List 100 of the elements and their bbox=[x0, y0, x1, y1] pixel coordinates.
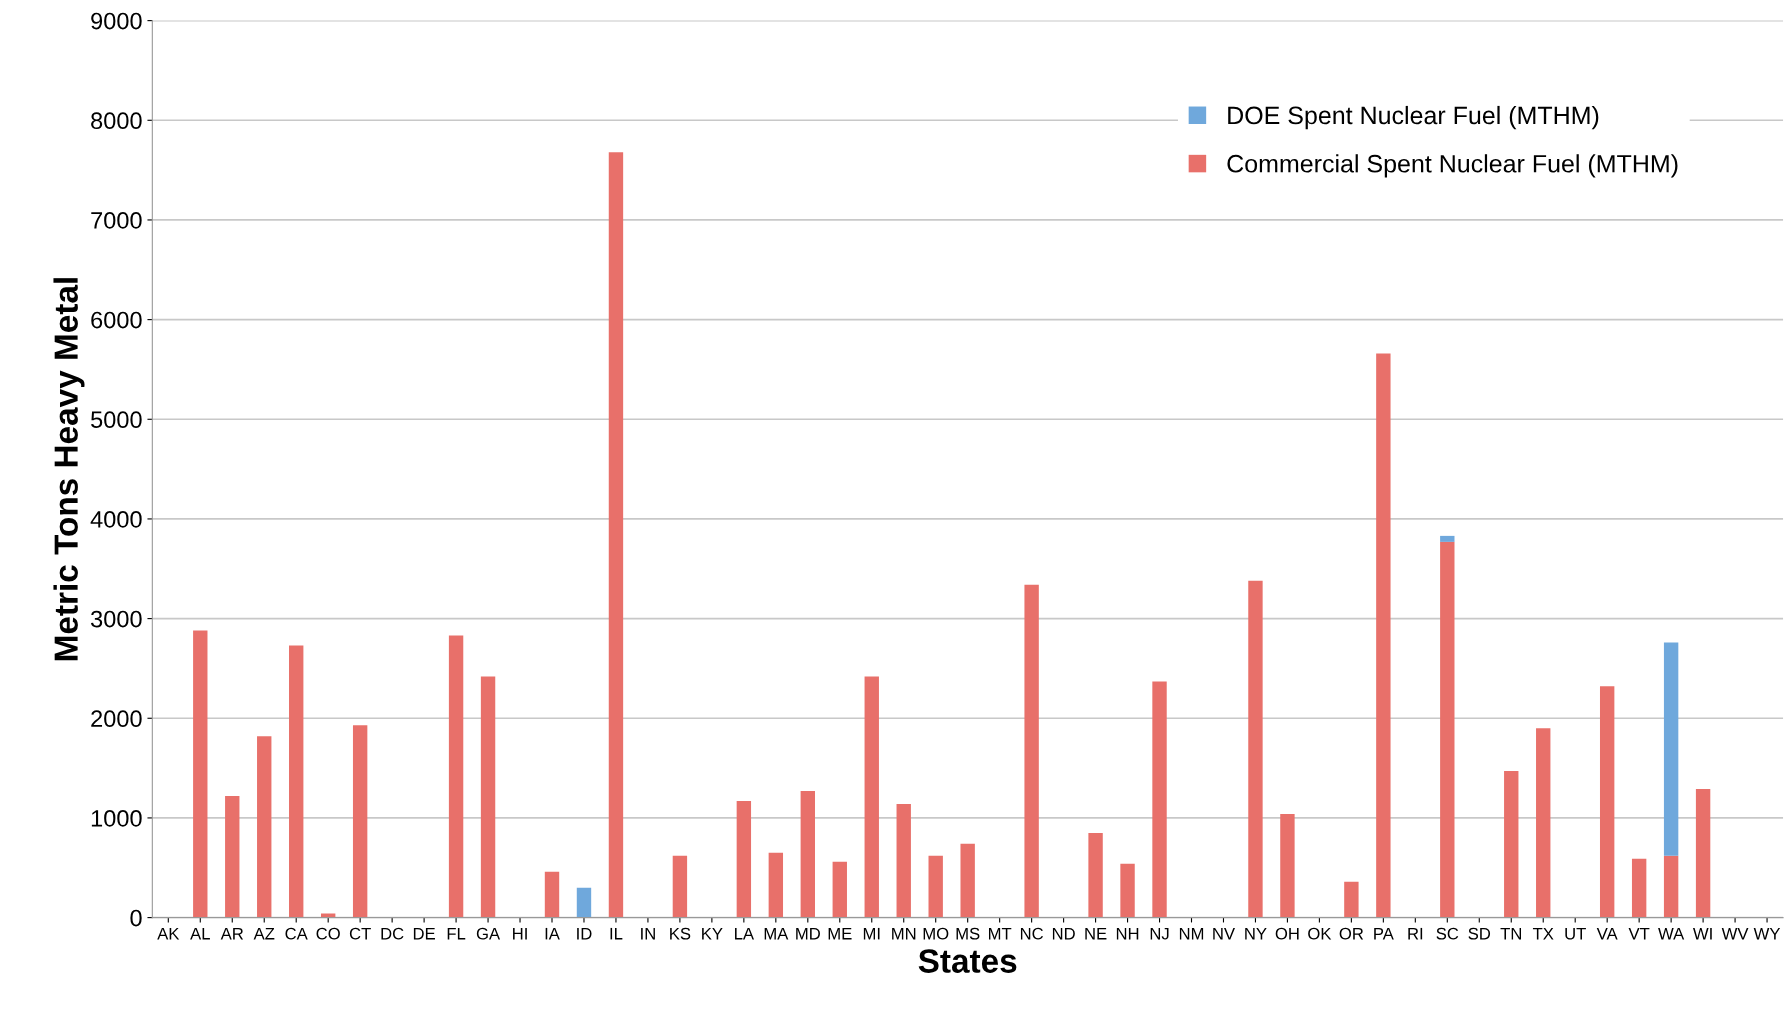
bar bbox=[1280, 813, 1295, 918]
bar bbox=[1344, 881, 1359, 918]
x-tick-label: LA bbox=[735, 927, 755, 940]
bar bbox=[896, 803, 911, 918]
y-tick-label: 8000 bbox=[91, 112, 142, 130]
bar bbox=[672, 855, 688, 918]
x-tick-label: WY bbox=[1753, 927, 1781, 940]
x-tick-label: MD bbox=[796, 927, 820, 940]
x-tick-label: AL bbox=[190, 927, 210, 940]
x-tick-label: MA bbox=[764, 927, 789, 940]
x-tick-label: NY bbox=[1245, 927, 1267, 940]
x-tick-label: TX bbox=[1532, 927, 1554, 940]
bar bbox=[1152, 681, 1167, 918]
bar bbox=[768, 852, 784, 918]
bar bbox=[1599, 686, 1615, 918]
x-tick-label: NC bbox=[1020, 927, 1044, 940]
bar bbox=[257, 736, 272, 918]
bar bbox=[1376, 353, 1391, 918]
x-tick-label: FL bbox=[447, 927, 466, 940]
bar bbox=[1663, 855, 1679, 918]
x-tick-label: WI bbox=[1692, 927, 1712, 940]
y-tick-label: 6000 bbox=[91, 311, 142, 329]
y-tick-label: 5000 bbox=[91, 411, 142, 429]
x-tick-label: RI bbox=[1408, 927, 1423, 940]
x-tick-label: SC bbox=[1436, 927, 1459, 940]
x-tick-label: IA bbox=[545, 927, 560, 940]
x-tick-label: IL bbox=[610, 927, 623, 940]
legend-label: DOE Spent Nuclear Fuel (MTHM) bbox=[1228, 105, 1599, 130]
x-tick-label: DE bbox=[413, 927, 435, 940]
bar bbox=[1088, 832, 1103, 918]
y-tick-label: 3000 bbox=[90, 610, 142, 628]
x-tick-label: UT bbox=[1565, 927, 1586, 940]
y-tick-label: 0 bbox=[130, 909, 142, 927]
bar bbox=[225, 796, 240, 918]
x-tick-label: CA bbox=[285, 927, 308, 940]
x-tick-label: GA bbox=[476, 927, 501, 940]
bar bbox=[1248, 580, 1263, 918]
y-axis-title: Metric Tons Heavy Metal bbox=[53, 278, 85, 661]
x-tick-label: DC bbox=[381, 927, 404, 940]
x-tick-label: IN bbox=[641, 927, 655, 940]
bar bbox=[448, 635, 464, 918]
bar bbox=[480, 676, 496, 918]
x-tick-label: TN bbox=[1500, 927, 1521, 940]
y-tick-label: 9000 bbox=[91, 12, 142, 30]
x-tick-label: SD bbox=[1468, 927, 1491, 940]
bar bbox=[193, 630, 208, 918]
y-tick-label: 2000 bbox=[91, 710, 142, 728]
x-tick-label: VA bbox=[1596, 927, 1618, 940]
bar bbox=[1695, 789, 1711, 918]
x-tick-label: VT bbox=[1628, 927, 1650, 940]
x-tick-label: WA bbox=[1658, 927, 1685, 940]
x-tick-label: OR bbox=[1339, 927, 1364, 940]
x-tick-label: MN bbox=[892, 927, 916, 940]
legend-label: Commercial Spent Nuclear Fuel (MTHM) bbox=[1227, 154, 1678, 178]
bar bbox=[1440, 535, 1455, 542]
bar bbox=[736, 800, 752, 918]
bar bbox=[289, 645, 304, 918]
x-tick-label: AZ bbox=[253, 927, 275, 940]
x-tick-label: PA bbox=[1374, 927, 1394, 940]
x-tick-label: KS bbox=[670, 927, 691, 940]
x-tick-label: NV bbox=[1213, 927, 1235, 940]
x-tick-label: CT bbox=[349, 927, 371, 940]
x-tick-label: NE bbox=[1085, 927, 1107, 940]
x-tick-label: AK bbox=[157, 927, 180, 940]
x-tick-label: CO bbox=[316, 927, 340, 940]
x-tick-label: OH bbox=[1275, 927, 1299, 940]
x-tick-label: OK bbox=[1308, 927, 1332, 940]
bar bbox=[864, 676, 879, 918]
x-tick-label: NH bbox=[1116, 927, 1139, 940]
bar bbox=[1663, 642, 1679, 856]
y-tick-label: 7000 bbox=[91, 212, 142, 229]
bar bbox=[832, 861, 847, 918]
x-axis-title: States bbox=[918, 949, 1017, 973]
bar bbox=[608, 152, 624, 918]
bar bbox=[1504, 771, 1519, 918]
bar bbox=[352, 725, 368, 918]
x-tick-label: WV bbox=[1721, 927, 1749, 940]
x-tick-label: MT bbox=[988, 927, 1012, 940]
bar bbox=[1120, 863, 1135, 918]
x-tick-label: AR bbox=[220, 927, 244, 940]
x-tick-label: ID bbox=[577, 927, 592, 940]
bar bbox=[960, 843, 975, 918]
x-tick-label: MS bbox=[956, 927, 980, 940]
bar bbox=[1440, 541, 1455, 918]
x-tick-label: HI bbox=[513, 927, 527, 940]
bar bbox=[1024, 584, 1039, 918]
x-tick-label: NM bbox=[1179, 927, 1204, 940]
bar bbox=[800, 791, 815, 918]
bar bbox=[928, 855, 943, 918]
bar bbox=[1631, 858, 1647, 918]
x-tick-label: MI bbox=[863, 927, 880, 940]
y-tick-label: 4000 bbox=[90, 511, 142, 528]
x-tick-label: ME bbox=[828, 927, 852, 940]
x-tick-label: ND bbox=[1052, 927, 1075, 940]
x-tick-label: KY bbox=[702, 927, 723, 940]
x-tick-label: NJ bbox=[1150, 927, 1169, 940]
x-tick-label: MO bbox=[923, 927, 949, 940]
bar bbox=[544, 871, 560, 918]
y-tick-label: 1000 bbox=[91, 809, 142, 827]
bar bbox=[576, 887, 592, 918]
